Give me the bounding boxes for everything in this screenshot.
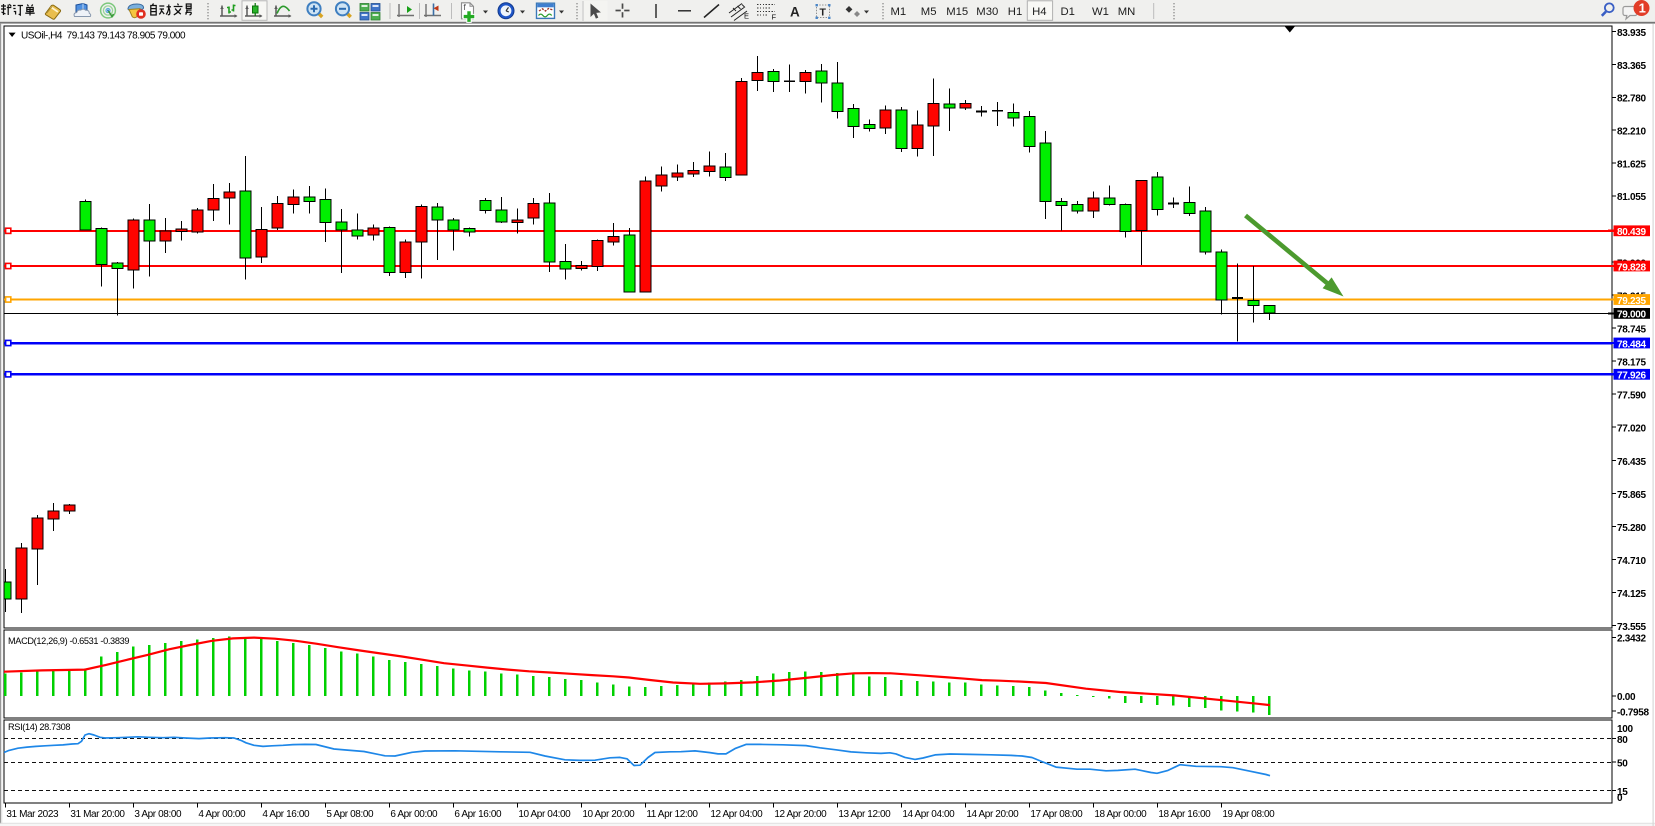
svg-text:M15: M15 bbox=[946, 6, 968, 18]
svg-text:RSI(14) 28.7308: RSI(14) 28.7308 bbox=[8, 722, 70, 732]
svg-text:14 Apr 04:00: 14 Apr 04:00 bbox=[902, 809, 955, 820]
svg-text:2.3432: 2.3432 bbox=[1617, 634, 1647, 645]
svg-text:77.020: 77.020 bbox=[1617, 423, 1647, 434]
svg-text:A: A bbox=[790, 5, 800, 20]
svg-text:80.439: 80.439 bbox=[1617, 227, 1647, 238]
svg-text:78.745: 78.745 bbox=[1617, 324, 1647, 335]
svg-text:4 Apr 16:00: 4 Apr 16:00 bbox=[262, 809, 310, 820]
svg-text:M5: M5 bbox=[921, 6, 937, 18]
svg-text:78.175: 78.175 bbox=[1617, 357, 1647, 368]
svg-text:74.125: 74.125 bbox=[1617, 589, 1647, 600]
svg-text:31 Mar 2023: 31 Mar 2023 bbox=[6, 809, 59, 820]
svg-text:USOil-,H4 79.143 79.143 78.90: USOil-,H4 79.143 79.143 78.905 79.000 bbox=[21, 31, 186, 42]
svg-text:82.780: 82.780 bbox=[1617, 94, 1647, 105]
svg-text:18 Apr 16:00: 18 Apr 16:00 bbox=[1158, 809, 1211, 820]
svg-text:5 Apr 08:00: 5 Apr 08:00 bbox=[326, 809, 374, 820]
svg-text:77.590: 77.590 bbox=[1617, 390, 1647, 401]
svg-text:MACD(12,26,9) -0.6531 -0.3839: MACD(12,26,9) -0.6531 -0.3839 bbox=[8, 636, 129, 646]
svg-text:78.484: 78.484 bbox=[1617, 339, 1647, 350]
svg-text:12 Apr 04:00: 12 Apr 04:00 bbox=[710, 809, 763, 820]
svg-text:80: 80 bbox=[1617, 735, 1628, 746]
svg-text:50: 50 bbox=[1617, 759, 1628, 770]
svg-text:6 Apr 16:00: 6 Apr 16:00 bbox=[454, 809, 502, 820]
svg-text:0: 0 bbox=[1617, 793, 1623, 804]
svg-text:79.235: 79.235 bbox=[1617, 296, 1647, 307]
svg-text:11 Apr 12:00: 11 Apr 12:00 bbox=[646, 809, 698, 820]
svg-text:75.280: 75.280 bbox=[1617, 523, 1647, 534]
svg-text:0.00: 0.00 bbox=[1617, 692, 1636, 703]
svg-text:13 Apr 12:00: 13 Apr 12:00 bbox=[838, 809, 891, 820]
svg-text:H4: H4 bbox=[1032, 6, 1046, 18]
svg-text:77.926: 77.926 bbox=[1617, 371, 1647, 382]
svg-text:83.935: 83.935 bbox=[1617, 28, 1647, 39]
svg-text:15: 15 bbox=[1617, 787, 1628, 798]
svg-text:75.865: 75.865 bbox=[1617, 490, 1647, 501]
svg-text:10 Apr 04:00: 10 Apr 04:00 bbox=[518, 809, 571, 820]
svg-text:-0.7958: -0.7958 bbox=[1617, 708, 1650, 719]
svg-text:6 Apr 00:00: 6 Apr 00:00 bbox=[390, 809, 438, 820]
svg-text:73.555: 73.555 bbox=[1617, 622, 1647, 633]
svg-text:M30: M30 bbox=[976, 6, 998, 18]
svg-text:79.828: 79.828 bbox=[1617, 262, 1647, 273]
svg-text:17 Apr 08:00: 17 Apr 08:00 bbox=[1030, 809, 1083, 820]
svg-text:10 Apr 20:00: 10 Apr 20:00 bbox=[582, 809, 635, 820]
svg-text:79.000: 79.000 bbox=[1617, 310, 1647, 321]
svg-text:83.365: 83.365 bbox=[1617, 61, 1647, 72]
svg-text:18 Apr 00:00: 18 Apr 00:00 bbox=[1094, 809, 1147, 820]
svg-text:76.435: 76.435 bbox=[1617, 457, 1647, 468]
svg-text:f: f bbox=[464, 3, 467, 12]
svg-text:1: 1 bbox=[1639, 1, 1646, 16]
svg-text:E: E bbox=[744, 12, 749, 21]
svg-text:82.210: 82.210 bbox=[1617, 127, 1647, 138]
svg-text:MN: MN bbox=[1118, 6, 1136, 18]
svg-text:M1: M1 bbox=[891, 6, 907, 18]
svg-text:81.055: 81.055 bbox=[1617, 192, 1647, 203]
svg-text:T: T bbox=[820, 7, 827, 19]
svg-text:4 Apr 00:00: 4 Apr 00:00 bbox=[198, 809, 246, 820]
svg-text:D1: D1 bbox=[1061, 6, 1075, 18]
svg-text:F: F bbox=[772, 13, 777, 22]
svg-text:3 Apr 08:00: 3 Apr 08:00 bbox=[134, 809, 182, 820]
svg-text:W1: W1 bbox=[1092, 6, 1109, 18]
svg-text:74.710: 74.710 bbox=[1617, 556, 1647, 567]
svg-text:31 Mar 20:00: 31 Mar 20:00 bbox=[70, 809, 125, 820]
svg-text:81.625: 81.625 bbox=[1617, 159, 1647, 170]
svg-text:100: 100 bbox=[1617, 724, 1634, 735]
svg-text:14 Apr 20:00: 14 Apr 20:00 bbox=[966, 809, 1019, 820]
svg-text:19 Apr 08:00: 19 Apr 08:00 bbox=[1222, 809, 1275, 820]
svg-text:H1: H1 bbox=[1008, 6, 1022, 18]
svg-text:12 Apr 20:00: 12 Apr 20:00 bbox=[774, 809, 827, 820]
